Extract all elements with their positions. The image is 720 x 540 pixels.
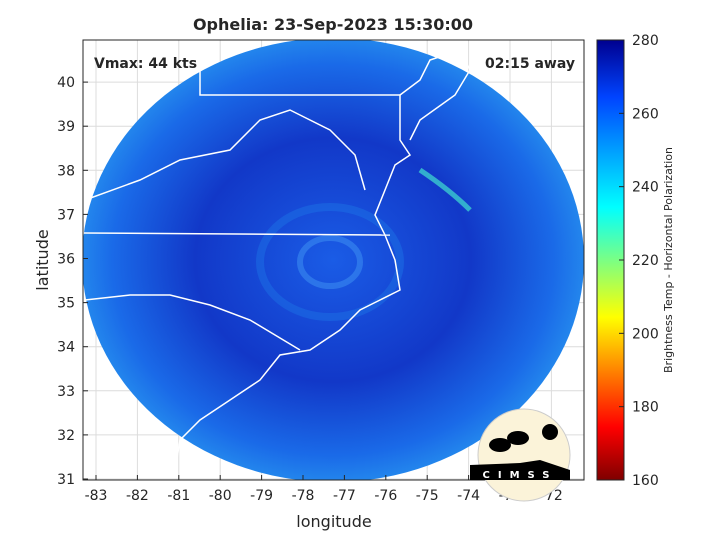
colorbar-tick-label: 200 bbox=[632, 326, 659, 342]
plot-title: Ophelia: 23-Sep-2023 15:30:00 bbox=[193, 15, 473, 34]
colorbar-tick-label: 260 bbox=[632, 106, 659, 122]
y-tick-label: 32 bbox=[57, 428, 75, 444]
cimss-logo: CIMSS bbox=[470, 408, 571, 502]
y-tick-label: 35 bbox=[57, 296, 75, 312]
storm-eye bbox=[297, 235, 363, 289]
coastlines bbox=[83, 40, 471, 471]
x-tick-label: -83 bbox=[85, 488, 108, 504]
x-tick-label: -80 bbox=[209, 488, 232, 504]
x-axis-label: longitude bbox=[296, 512, 371, 531]
vmax-label: Vmax: 44 kts bbox=[94, 56, 197, 72]
y-tick-label: 33 bbox=[57, 384, 75, 400]
rain-band bbox=[418, 167, 472, 212]
y-tick-label: 34 bbox=[57, 340, 75, 356]
x-tick-label: -82 bbox=[126, 488, 149, 504]
y-ticks: 31 32 33 34 35 36 37 38 39 40 bbox=[57, 75, 88, 488]
x-ticks: -83-82-81-80-79-78-77-76-75-74-73-72 bbox=[85, 475, 563, 504]
x-tick-label: -81 bbox=[167, 488, 190, 504]
logo-text: CIMSS bbox=[483, 470, 558, 481]
x-tick-label: -78 bbox=[292, 488, 315, 504]
x-tick-label: -74 bbox=[457, 488, 480, 504]
plot-area-frame bbox=[82, 39, 585, 481]
colorbar-tick-label: 180 bbox=[632, 400, 659, 416]
x-tick-label: -79 bbox=[250, 488, 273, 504]
y-tick-label: 40 bbox=[57, 75, 75, 91]
y-tick-label: 37 bbox=[57, 207, 75, 223]
colorbar-tick-label: 240 bbox=[632, 180, 659, 196]
time-away-label: 02:15 away bbox=[485, 56, 575, 72]
x-tick-label: -77 bbox=[333, 488, 356, 504]
y-tick-label: 39 bbox=[57, 119, 75, 135]
storm-band bbox=[256, 203, 404, 321]
x-tick-label: -76 bbox=[374, 488, 397, 504]
y-tick-label: 36 bbox=[57, 252, 75, 268]
x-tick-label: -75 bbox=[416, 488, 439, 504]
colorbar-ticks: 160 180 200 220 240 260 280 bbox=[619, 33, 659, 489]
colorbar-tick-label: 220 bbox=[632, 253, 659, 269]
y-tick-label: 38 bbox=[57, 163, 75, 179]
swath bbox=[83, 40, 584, 480]
brightness-swath bbox=[83, 40, 584, 480]
colorbar-label: Brightness Temp - Horizontal Polarizatio… bbox=[662, 147, 675, 373]
colorbar-tick-label: 280 bbox=[632, 33, 659, 49]
y-axis-label: latitude bbox=[33, 229, 52, 290]
y-tick-label: 31 bbox=[57, 472, 75, 488]
colorbar-tick-label: 160 bbox=[632, 473, 659, 489]
